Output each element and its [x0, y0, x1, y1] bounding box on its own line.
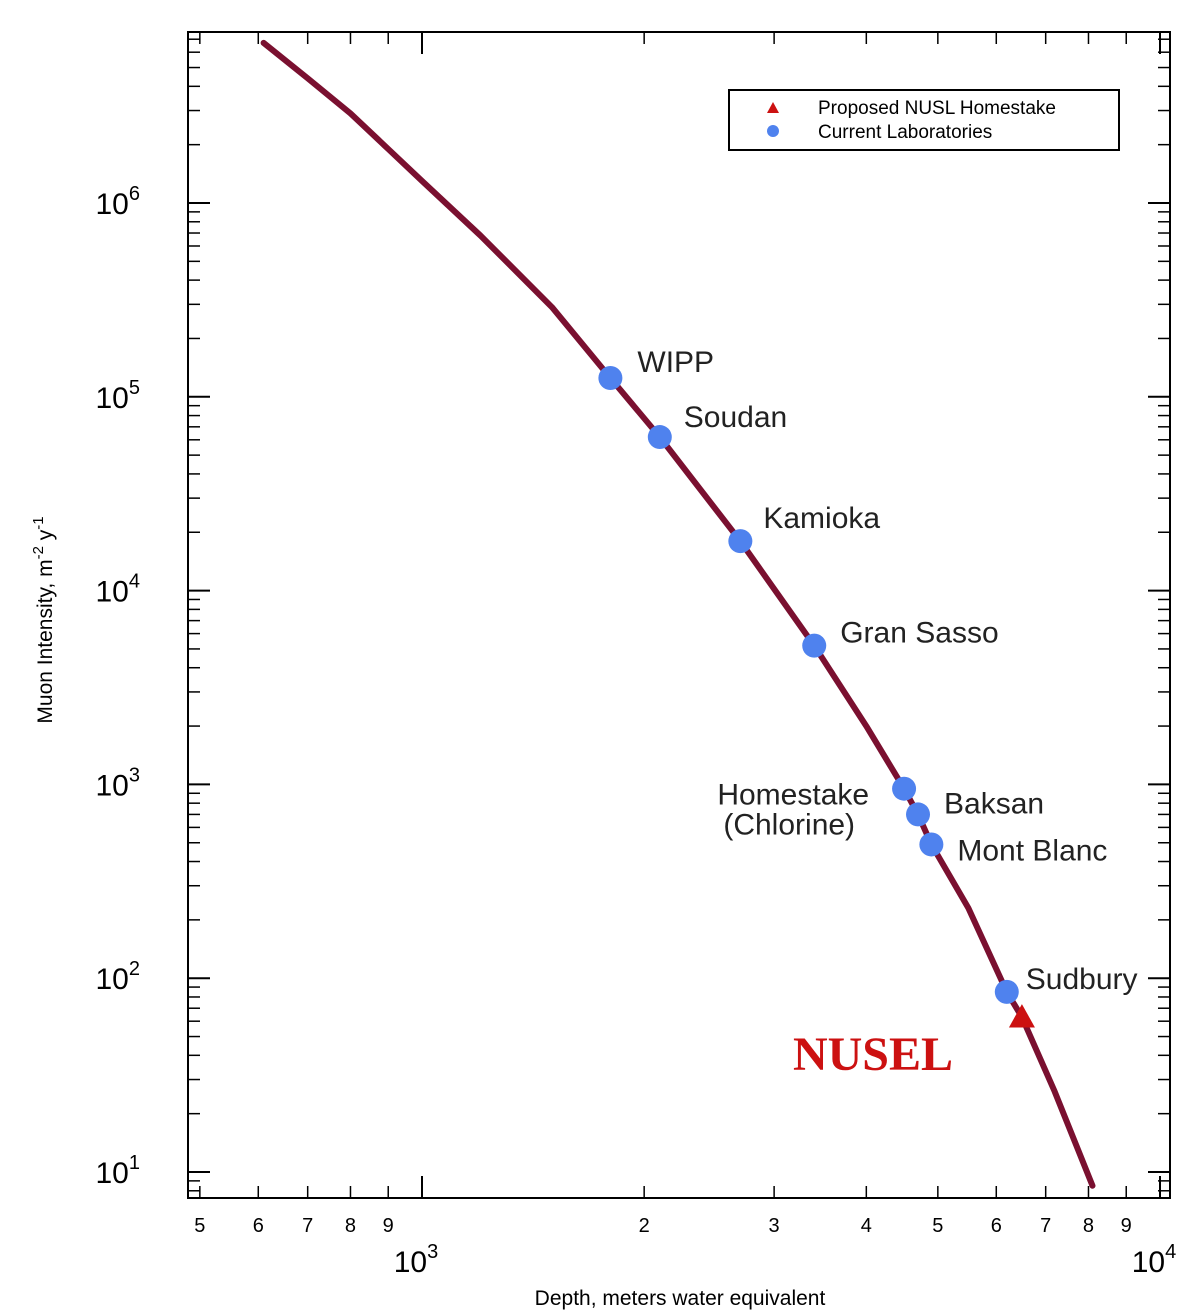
- lab-label: Kamioka: [763, 502, 880, 535]
- x-major-tick-label: 103: [394, 1241, 439, 1279]
- y-axis-title-exp1: -2: [30, 546, 47, 559]
- y-major-tick-base: 10: [96, 769, 129, 802]
- legend-box: [728, 89, 1120, 151]
- lab-label: Gran Sasso: [840, 617, 998, 650]
- x-major-tick-base: 10: [1132, 1246, 1165, 1279]
- y-major-tick-label: 102: [96, 958, 141, 996]
- x-minor-tick-label: 7: [1040, 1215, 1051, 1237]
- lab-label: Baksan: [944, 787, 1044, 820]
- y-major-tick-label: 104: [96, 571, 141, 609]
- y-major-tick-base: 10: [96, 1157, 129, 1190]
- y-major-tick-label: 101: [96, 1152, 141, 1190]
- lab-marker: [647, 425, 672, 450]
- nusel-marker: [1008, 1004, 1035, 1028]
- y-major-tick-base: 10: [96, 963, 129, 996]
- x-minor-tick-label: 8: [1083, 1215, 1094, 1237]
- y-axis-title-exp2: -1: [30, 516, 47, 529]
- x-major-tick-exp: 4: [1165, 1241, 1176, 1263]
- lab-label-line2: (Chlorine): [723, 809, 855, 842]
- y-axis-title-mid: y: [34, 529, 57, 546]
- y-major-tick-base: 10: [96, 576, 129, 609]
- lab-label: WIPP: [637, 346, 714, 379]
- lab-marker: [994, 979, 1019, 1004]
- y-major-tick-base: 10: [96, 188, 129, 221]
- legend-circle-marker: [767, 125, 779, 137]
- x-minor-tick-label: 8: [345, 1215, 356, 1237]
- legend: Proposed NUSL Homestake Current Laborato…: [728, 89, 1120, 151]
- x-minor-tick-label: 9: [383, 1215, 394, 1237]
- x-minor-tick-label: 6: [253, 1215, 264, 1237]
- curve-layer: [260, 39, 1096, 1189]
- lab-label: Homestake: [717, 779, 869, 812]
- legend-label-current: Current Laboratories: [818, 122, 992, 143]
- y-major-tick-label: 103: [96, 764, 141, 802]
- labels-layer: WIPP Soudan Kamioka Gran Sasso Homestake(Chl…: [637, 346, 1137, 1081]
- lab-marker: [906, 802, 931, 827]
- y-major-tick-base: 10: [96, 382, 129, 415]
- x-minor-tick-label: 4: [861, 1215, 872, 1237]
- x-minor-tick-label: 3: [769, 1215, 780, 1237]
- nusel-label: NUSEL: [793, 1028, 953, 1081]
- points-layer: [598, 366, 1035, 1028]
- y-major-tick-label: 105: [96, 377, 141, 415]
- lab-label: Soudan: [684, 401, 787, 434]
- x-major-tick-label: 104: [1132, 1241, 1177, 1279]
- y-axis-title-main: Muon Intensity, m: [34, 559, 57, 723]
- plot-frame: [187, 31, 1171, 1199]
- lab-marker: [728, 529, 753, 554]
- y-major-tick-exp: 4: [129, 571, 140, 593]
- lab-label: Sudbury: [1026, 963, 1138, 996]
- y-major-tick-exp: 3: [129, 764, 140, 786]
- y-axis-title: Muon Intensity, m-2 y-1: [30, 516, 57, 723]
- x-minor-tick-label: 7: [302, 1215, 313, 1237]
- y-major-tick-label: 106: [96, 183, 141, 221]
- lab-label: Mont Blanc: [957, 834, 1107, 867]
- y-major-tick-exp: 5: [129, 377, 140, 399]
- y-major-tick-exp: 1: [129, 1152, 140, 1174]
- x-minor-tick-label: 6: [991, 1215, 1002, 1237]
- legend-triangle-marker: [767, 102, 779, 113]
- x-minor-tick-label: 5: [194, 1215, 205, 1237]
- lab-marker: [598, 366, 623, 391]
- lab-marker: [919, 832, 944, 857]
- muon-intensity-curve: [260, 39, 1096, 1189]
- legend-label-proposed: Proposed NUSL Homestake: [818, 98, 1056, 119]
- y-major-tick-exp: 2: [129, 958, 140, 980]
- y-major-tick-exp: 6: [129, 183, 140, 205]
- x-minor-tick-label: 9: [1121, 1215, 1132, 1237]
- lab-marker: [802, 633, 827, 658]
- x-major-tick-base: 10: [394, 1246, 427, 1279]
- x-minor-tick-label: 2: [639, 1215, 650, 1237]
- x-minor-tick-label: 5: [932, 1215, 943, 1237]
- x-axis-title: Depth, meters water equivalent: [535, 1287, 826, 1310]
- lab-marker: [892, 776, 917, 801]
- x-major-tick-exp: 3: [427, 1241, 438, 1263]
